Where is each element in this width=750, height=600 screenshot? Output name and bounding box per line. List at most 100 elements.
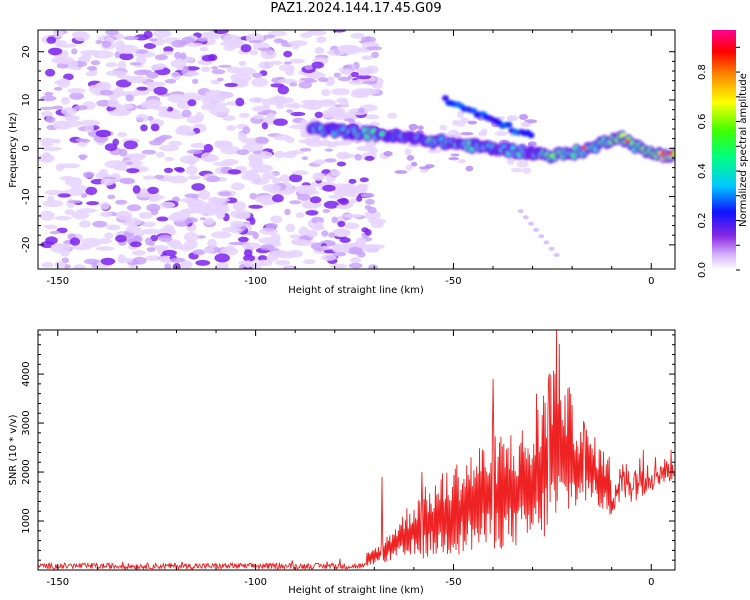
heatmap-noise-cell bbox=[68, 200, 82, 204]
snr-y-axis-label: SNR (10 * v/v) bbox=[8, 414, 19, 485]
heatmap-noise-cell bbox=[46, 36, 57, 44]
heatmap-noise-cell bbox=[155, 54, 168, 61]
heatmap-noise-cell bbox=[356, 145, 377, 152]
heatmap-noise-cell bbox=[61, 96, 70, 105]
heatmap-noise-cell bbox=[188, 202, 204, 208]
heatmap-noise-cell bbox=[312, 172, 325, 181]
heatmap-noise-cell bbox=[271, 177, 281, 185]
heatmap-noise-cell bbox=[149, 140, 163, 146]
heatmap-noise-cell bbox=[328, 194, 344, 199]
heatmap-noise-cell bbox=[62, 120, 82, 128]
heatmap-noise-cell bbox=[45, 68, 56, 77]
heatmap-noise-cell bbox=[48, 47, 63, 56]
heatmap-noise-cell bbox=[174, 51, 182, 59]
heatmap-noise-cell bbox=[358, 107, 365, 113]
heatmap-noise-cell bbox=[348, 178, 357, 184]
heatmap-noise-cell bbox=[343, 213, 362, 219]
heatmap-signal-peak bbox=[549, 153, 555, 158]
heatmap-noise-cell bbox=[292, 170, 309, 176]
heatmap-noise-cell bbox=[456, 111, 464, 119]
heatmap-noise-cell bbox=[217, 140, 233, 148]
heatmap-noise-cell bbox=[46, 195, 55, 203]
heatmap-noise-cell bbox=[58, 163, 81, 169]
heatmap-noise-cell bbox=[344, 222, 360, 230]
heatmap-noise-cell bbox=[198, 189, 211, 200]
heatmap-noise-cell bbox=[147, 84, 156, 92]
heatmap-noise-cell bbox=[163, 46, 174, 53]
heatmap-noise-cell bbox=[275, 97, 294, 104]
heatmap-noise-cell bbox=[156, 151, 165, 158]
heatmap-noise-cell bbox=[289, 82, 298, 87]
heatmap-noise-cell bbox=[124, 217, 142, 227]
heatmap-noise-cell bbox=[169, 257, 186, 263]
heatmap-noise-cell bbox=[305, 140, 324, 147]
heatmap-noise-cell bbox=[291, 238, 308, 246]
heatmap-noise-cell bbox=[255, 259, 273, 267]
heatmap-noise-cell bbox=[169, 241, 183, 250]
heatmap-noise-cell bbox=[131, 250, 146, 256]
heatmap-noise-cell bbox=[105, 70, 128, 77]
spectrogram-x-tick-label: -150 bbox=[46, 276, 69, 287]
heatmap-noise-cell bbox=[383, 151, 393, 157]
heatmap-noise-cell bbox=[182, 92, 201, 102]
snr-x-ticks: -150 -100 -50 0 bbox=[46, 330, 654, 588]
heatmap-noise-cell bbox=[135, 49, 148, 54]
heatmap-noise-cell bbox=[313, 159, 326, 165]
heatmap-noise-cell bbox=[318, 100, 337, 107]
heatmap-noise-cell bbox=[208, 208, 230, 213]
heatmap-noise-cell bbox=[304, 79, 318, 83]
heatmap-noise-cell bbox=[146, 203, 161, 212]
heatmap-noise-cell bbox=[105, 62, 118, 68]
heatmap-noise-cell bbox=[44, 91, 54, 97]
heatmap-noise-cell bbox=[257, 111, 270, 116]
heatmap-noise-cell bbox=[301, 156, 309, 161]
snr-series-line bbox=[38, 330, 675, 570]
heatmap-noise-cell bbox=[95, 39, 103, 45]
heatmap-noise-cell bbox=[106, 224, 121, 231]
heatmap-noise-cell bbox=[145, 255, 162, 262]
heatmap-noise-cell bbox=[181, 109, 192, 118]
heatmap-noise-cell bbox=[251, 77, 269, 87]
heatmap-noise-cell bbox=[272, 194, 284, 203]
heatmap-noise-cell bbox=[260, 49, 277, 60]
heatmap-noise-cell bbox=[364, 155, 375, 161]
heatmap-noise-cell bbox=[350, 32, 365, 39]
heatmap-noise-cell bbox=[262, 184, 282, 192]
heatmap-noise-cell bbox=[143, 30, 153, 39]
heatmap-noise-cell bbox=[336, 204, 352, 210]
heatmap-noise-cell bbox=[510, 167, 524, 173]
heatmap-noise-cell bbox=[356, 67, 372, 76]
heatmap-noise-cell bbox=[330, 170, 342, 177]
heatmap-noise-cell bbox=[187, 175, 201, 180]
heatmap-noise-cell bbox=[324, 158, 337, 163]
heatmap-noise-cell bbox=[180, 197, 200, 203]
heatmap-noise-cell bbox=[183, 232, 199, 242]
heatmap-noise-cell bbox=[284, 208, 291, 216]
heatmap-noise-cell bbox=[201, 152, 214, 162]
heatmap-noise-cell bbox=[70, 184, 87, 192]
heatmap-signal-peak bbox=[668, 151, 674, 155]
heatmap-noise-cell bbox=[79, 119, 101, 126]
heatmap-noise-cell bbox=[361, 227, 369, 233]
heatmap-noise-cell bbox=[220, 247, 239, 256]
heatmap-noise-cell bbox=[336, 161, 346, 167]
heatmap-noise-cell bbox=[330, 113, 349, 120]
heatmap-noise-cell bbox=[179, 155, 200, 164]
snr-x-tick-label: -50 bbox=[445, 577, 461, 588]
heatmap-noise-cell bbox=[124, 153, 147, 159]
heatmap-noise-cell bbox=[221, 227, 242, 233]
heatmap-noise-cell bbox=[370, 121, 381, 127]
heatmap-noise-cell bbox=[259, 227, 278, 235]
heatmap-noise-cell bbox=[85, 186, 98, 196]
heatmap-noise-cell bbox=[148, 241, 155, 247]
heatmap-noise-cell bbox=[84, 258, 100, 265]
heatmap-noise-cell bbox=[283, 61, 292, 65]
heatmap-noise-cell bbox=[260, 244, 275, 251]
heatmap-noise-cell bbox=[167, 113, 187, 120]
heatmap-signal-peak bbox=[625, 139, 630, 143]
heatmap-noise-cell bbox=[56, 56, 74, 65]
heatmap-noise-cell bbox=[360, 192, 375, 198]
heatmap-noise-cell bbox=[522, 215, 529, 220]
heatmap-noise-cell bbox=[155, 136, 168, 141]
heatmap-noise-cell bbox=[96, 246, 115, 251]
